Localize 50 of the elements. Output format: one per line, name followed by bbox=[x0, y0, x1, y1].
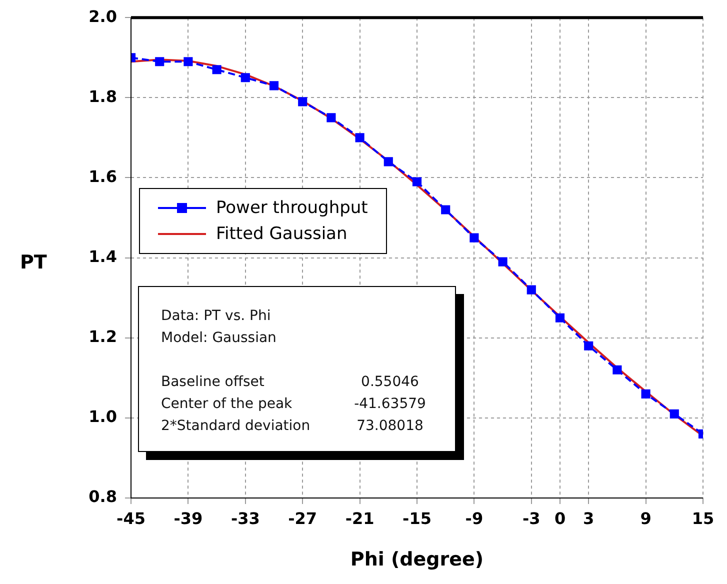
point bbox=[526, 285, 536, 294]
point bbox=[212, 65, 222, 74]
x-tick-label: -9 bbox=[465, 508, 484, 528]
point bbox=[355, 133, 364, 142]
x-tick-label: -39 bbox=[174, 508, 203, 528]
annotation: 2*Standard deviation bbox=[161, 416, 310, 436]
point bbox=[470, 233, 479, 242]
x-tick-label: -27 bbox=[288, 508, 318, 528]
x-tick-label: -45 bbox=[116, 508, 146, 528]
x-axis-title: Phi (degree) bbox=[350, 548, 484, 571]
point bbox=[670, 409, 679, 418]
x-tick-label: 15 bbox=[692, 508, 714, 528]
x-tick-label: -15 bbox=[402, 508, 432, 528]
point bbox=[384, 157, 393, 166]
x-tick-label: 0 bbox=[554, 508, 566, 528]
point bbox=[298, 97, 308, 106]
x-tick-label: 3 bbox=[583, 508, 594, 528]
y-tick-label: 0.8 bbox=[88, 487, 117, 506]
point bbox=[269, 81, 279, 90]
y-tick-label: 1.0 bbox=[88, 407, 117, 426]
y-tick-label: 1.8 bbox=[88, 86, 117, 106]
point bbox=[498, 257, 508, 266]
x-tick-label: -33 bbox=[230, 508, 260, 528]
point bbox=[412, 177, 422, 186]
annotation: Data: PT vs. Phi bbox=[161, 306, 272, 326]
x-tick-label: 9 bbox=[640, 508, 652, 528]
annotation: Baseline offset bbox=[161, 372, 264, 392]
point bbox=[584, 341, 594, 350]
x-tick-label: -3 bbox=[522, 508, 540, 528]
y-tick-label: 1.2 bbox=[88, 327, 117, 346]
point bbox=[240, 73, 250, 82]
legend-label: Fitted Gaussian bbox=[216, 222, 348, 246]
annotation: -41.63579 bbox=[353, 394, 427, 414]
point bbox=[441, 205, 450, 214]
y-tick-label: 1.6 bbox=[88, 166, 117, 186]
annotation: 73.08018 bbox=[356, 416, 424, 436]
annotation: 0.55046 bbox=[360, 372, 420, 392]
y-axis-title: PT bbox=[20, 252, 47, 274]
point bbox=[555, 313, 565, 322]
annotation: Model: Gaussian bbox=[161, 328, 278, 348]
point bbox=[612, 365, 622, 374]
y-tick-label: 1.4 bbox=[88, 246, 117, 266]
point bbox=[155, 57, 164, 66]
point bbox=[641, 389, 650, 398]
legend-label: Power throughput bbox=[216, 196, 368, 220]
annotation: Center of the peak bbox=[161, 394, 292, 414]
x-tick-label: -21 bbox=[345, 508, 374, 528]
point bbox=[184, 57, 193, 66]
y-tick-label: 2.0 bbox=[88, 6, 117, 26]
point bbox=[326, 113, 336, 122]
